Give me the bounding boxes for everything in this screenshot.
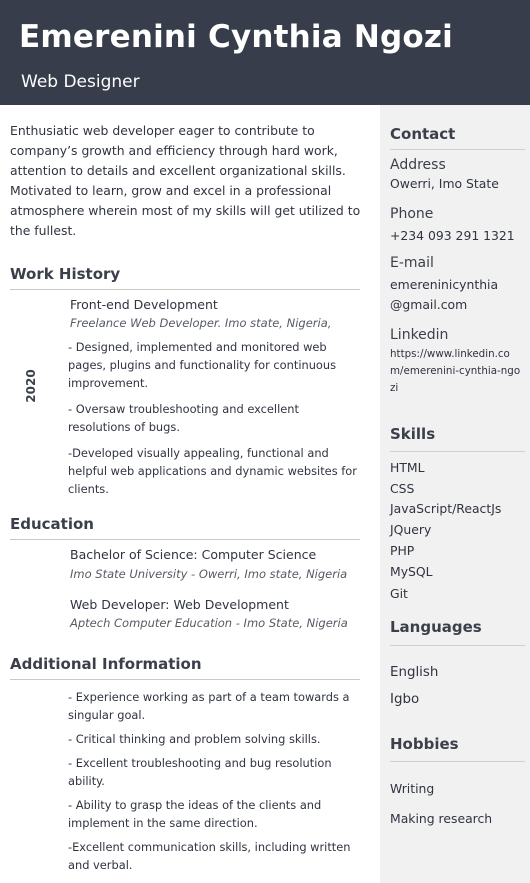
education-heading: Education	[10, 515, 94, 533]
main-column: Enthusiatic web developer eager to contr…	[0, 105, 380, 883]
education-divider	[10, 539, 360, 540]
work-history-divider	[10, 289, 360, 290]
skill-item: JQuery	[390, 522, 432, 537]
language-item: English	[390, 665, 439, 680]
languages-divider	[390, 645, 525, 646]
additional-bullet: -Excellent communication skills, includi…	[68, 840, 351, 872]
address-value: Owerri, Imo State	[390, 176, 499, 191]
job-title: Front-end Development	[70, 297, 218, 312]
candidate-role: Web Designer	[21, 72, 140, 92]
language-item: Igbo	[390, 692, 420, 707]
address-label: Address	[390, 157, 446, 173]
email-label: E-mail	[390, 255, 434, 271]
skill-item: HTML	[390, 460, 425, 475]
profile-summary: Enthusiatic web developer eager to contr…	[10, 123, 361, 238]
hobby-item: Making research	[390, 811, 493, 826]
linkedin-label: Linkedin	[390, 327, 449, 343]
sidebar: Contact Address Owerri, Imo State Phone …	[380, 105, 530, 883]
linkedin-link[interactable]: https://www.linkedin.com/emerenini-cynth…	[390, 348, 521, 394]
skills-divider	[390, 451, 525, 452]
contact-heading: Contact	[390, 125, 456, 143]
education-degree: Bachelor of Science: Computer Science	[70, 547, 317, 562]
education-degree: Web Developer: Web Development	[70, 597, 289, 612]
hobbies-divider	[390, 761, 525, 762]
languages-heading: Languages	[390, 618, 482, 636]
work-history-heading: Work History	[10, 265, 121, 283]
email-value-line1[interactable]: emereninicynthia	[390, 277, 499, 292]
email-value-line2[interactable]: @gmail.com	[390, 297, 468, 312]
phone-value: +234 093 291 1321	[390, 228, 515, 243]
job-bullet: - Designed, implemented and monitored we…	[68, 340, 337, 390]
additional-bullet: - Critical thinking and problem solving …	[68, 732, 321, 746]
additional-info-divider	[10, 679, 360, 680]
additional-bullet: - Ability to grasp the ideas of the clie…	[68, 798, 322, 830]
additional-bullet: - Excellent troubleshooting and bug reso…	[68, 756, 332, 788]
additional-bullet: - Experience working as part of a team t…	[68, 690, 350, 722]
skill-item: JavaScript/ReactJs	[390, 501, 502, 516]
education-school: Aptech Computer Education - Imo State, N…	[70, 616, 348, 630]
phone-label: Phone	[390, 206, 434, 222]
skill-item: PHP	[390, 543, 415, 558]
contact-divider	[390, 149, 525, 150]
skill-item: MySQL	[390, 564, 433, 579]
skill-item: CSS	[390, 481, 415, 496]
candidate-name: Emerenini Cynthia Ngozi	[19, 19, 453, 55]
additional-info-heading: Additional Information	[10, 655, 202, 673]
job-bullet: -Developed visually appealing, functiona…	[68, 446, 357, 496]
skill-item: Git	[390, 586, 408, 601]
job-bullet: - Oversaw troubleshooting and excellent …	[68, 402, 299, 434]
hobbies-heading: Hobbies	[390, 735, 459, 753]
education-school: Imo State University - Owerri, Imo state…	[70, 567, 348, 581]
work-year: 2020	[24, 369, 38, 403]
job-employer: Freelance Web Developer. Imo state, Nige…	[70, 316, 332, 330]
resume-header: Emerenini Cynthia Ngozi Web Designer	[0, 0, 530, 105]
skills-heading: Skills	[390, 425, 436, 443]
hobby-item: Writing	[390, 781, 435, 796]
